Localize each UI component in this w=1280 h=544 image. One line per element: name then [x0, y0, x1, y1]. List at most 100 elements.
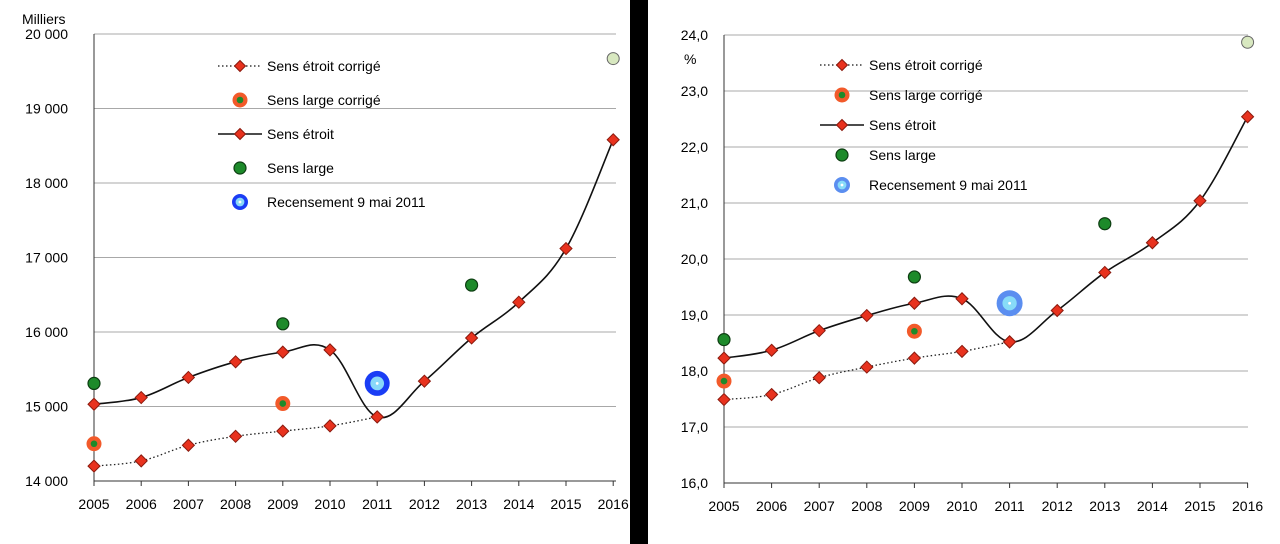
point-sens-etroit [812, 323, 826, 338]
x-tick-label: 2014 [1137, 498, 1168, 514]
census-point [996, 290, 1023, 317]
point-sens-large-corrige-core [720, 377, 728, 385]
legend-census-dot-center [840, 183, 844, 187]
y-tick-label: 18,0 [681, 363, 708, 379]
point-sens-etroit [228, 355, 243, 369]
x-tick-label: 2008 [220, 496, 251, 512]
x-tick-label: 2010 [946, 498, 977, 514]
point-sens-etroit-corrige [860, 360, 874, 374]
point-sens-etroit [907, 296, 922, 310]
point-sens-etroit [860, 308, 874, 323]
x-tick-label: 2012 [409, 496, 440, 512]
point-sens-etroit [1145, 236, 1160, 250]
census-point-center [375, 382, 379, 385]
y-tick-label: 14 000 [25, 473, 68, 489]
y-tick-label: 17,0 [681, 419, 708, 435]
y-tick-label: 22,0 [681, 139, 708, 155]
point-sens-etroit [1098, 265, 1112, 280]
left-chart-panel: 14 000 15 000 16 000 17 000 18 000 19 000 20 0… [0, 0, 630, 544]
legend-green-dot [233, 161, 247, 175]
point-sens-large-corrige-core [279, 400, 287, 407]
point-sens-large-corrige [716, 373, 732, 389]
right-chart: 16,0 17,0 18,0 19,0 20,0 21,0 22,0 23,0 24,0 2005… [681, 27, 1264, 514]
x-tick-label: 2006 [756, 498, 787, 514]
point-sens-large-corrige [86, 436, 102, 452]
point-sens-large [465, 278, 479, 292]
point-sens-etroit [87, 397, 101, 411]
point-sens-etroit-corrige [181, 438, 196, 452]
point-sens-etroit [1002, 335, 1017, 349]
point-sens-etroit [1240, 110, 1255, 124]
legend-symbol [820, 118, 864, 132]
x-tick-label: 2014 [503, 496, 534, 512]
right-chart-panel: 16,0 17,0 18,0 19,0 20,0 21,0 22,0 23,0 24,0 2005… [648, 0, 1280, 544]
legend-symbol [218, 127, 262, 141]
census-point [364, 370, 390, 396]
point-sens-etroit-corrige [134, 454, 148, 468]
point-sens-etroit [717, 351, 731, 365]
legend-census-dot-center [238, 200, 242, 204]
legend-symbol [835, 148, 849, 162]
point-sens-large [907, 270, 921, 284]
point-sens-large-corrige-core [911, 327, 918, 335]
point-sens-etroit [764, 343, 779, 357]
point-sens-etroit-corrige [323, 419, 337, 433]
legend-label: Sens large [869, 147, 936, 163]
legend-census-dot [232, 194, 248, 210]
point-sens-large [87, 376, 101, 391]
legend-label: Sens étroit corrigé [267, 58, 381, 74]
legend-diamond [835, 118, 849, 132]
x-tick-label: 2005 [708, 498, 739, 514]
legend-label: Sens étroit corrigé [869, 57, 983, 73]
point-2016-extra [1241, 35, 1255, 49]
point-sens-etroit [464, 331, 479, 345]
legend-symbol [218, 59, 262, 73]
x-tick-label: 2008 [851, 498, 882, 514]
legend-orange-dot-core [236, 96, 244, 104]
legend-label: Sens large corrigé [869, 87, 983, 103]
point-sens-etroit [559, 241, 573, 256]
point-sens-etroit-corrige [907, 351, 922, 365]
point-sens-etroit [370, 410, 384, 424]
y-tick-label: 16,0 [681, 475, 708, 491]
legend-symbol [232, 194, 248, 210]
point-sens-large [717, 333, 731, 347]
point-sens-etroit [606, 133, 620, 147]
x-tick-label: 2006 [126, 496, 157, 512]
point-sens-large [276, 317, 290, 331]
legend-orange-dot [834, 87, 850, 103]
x-tick-label: 2012 [1042, 498, 1073, 514]
point-sens-etroit-corrige [228, 429, 243, 444]
point-sens-etroit-corrige [276, 424, 290, 438]
legend-symbol [233, 161, 247, 175]
point-sens-etroit [417, 374, 432, 388]
point-sens-etroit [1193, 194, 1207, 208]
x-tick-label: 2016 [1232, 498, 1263, 514]
legend-symbol [834, 177, 850, 193]
point-sens-etroit-corrige [87, 459, 101, 473]
y-axis-unit-label: % [684, 51, 696, 67]
x-tick-label: 2007 [173, 496, 204, 512]
point-sens-etroit [1050, 303, 1064, 318]
y-tick-label: 20,0 [681, 251, 708, 267]
legend-diamond [233, 127, 247, 141]
x-tick-label: 2009 [899, 498, 930, 514]
y-tick-label: 23,0 [681, 83, 708, 99]
y-tick-label: 16 000 [25, 324, 68, 340]
y-tick-label: 24,0 [681, 27, 708, 43]
x-tick-label: 2013 [1089, 498, 1120, 514]
point-sens-etroit-corrige [955, 344, 969, 359]
series-line-sens-etroit [723, 116, 1249, 359]
legend-label: Sens large [267, 160, 334, 176]
y-tick-label: 18 000 [25, 175, 68, 191]
y-tick-label: 15 000 [25, 399, 68, 415]
x-tick-label: 2011 [995, 498, 1025, 514]
y-tick-label: 19 000 [25, 101, 68, 117]
x-tick-label: 2016 [598, 496, 629, 512]
legend-label: Sens étroit [267, 126, 334, 142]
x-tick-label: 2009 [267, 496, 298, 512]
legend: Sens étroit corrigé Sens large corrigé Sen… [218, 58, 426, 210]
point-sens-etroit [276, 345, 290, 359]
legend-orange-dot [232, 92, 248, 108]
legend-label: Recensement 9 mai 2011 [267, 194, 426, 210]
